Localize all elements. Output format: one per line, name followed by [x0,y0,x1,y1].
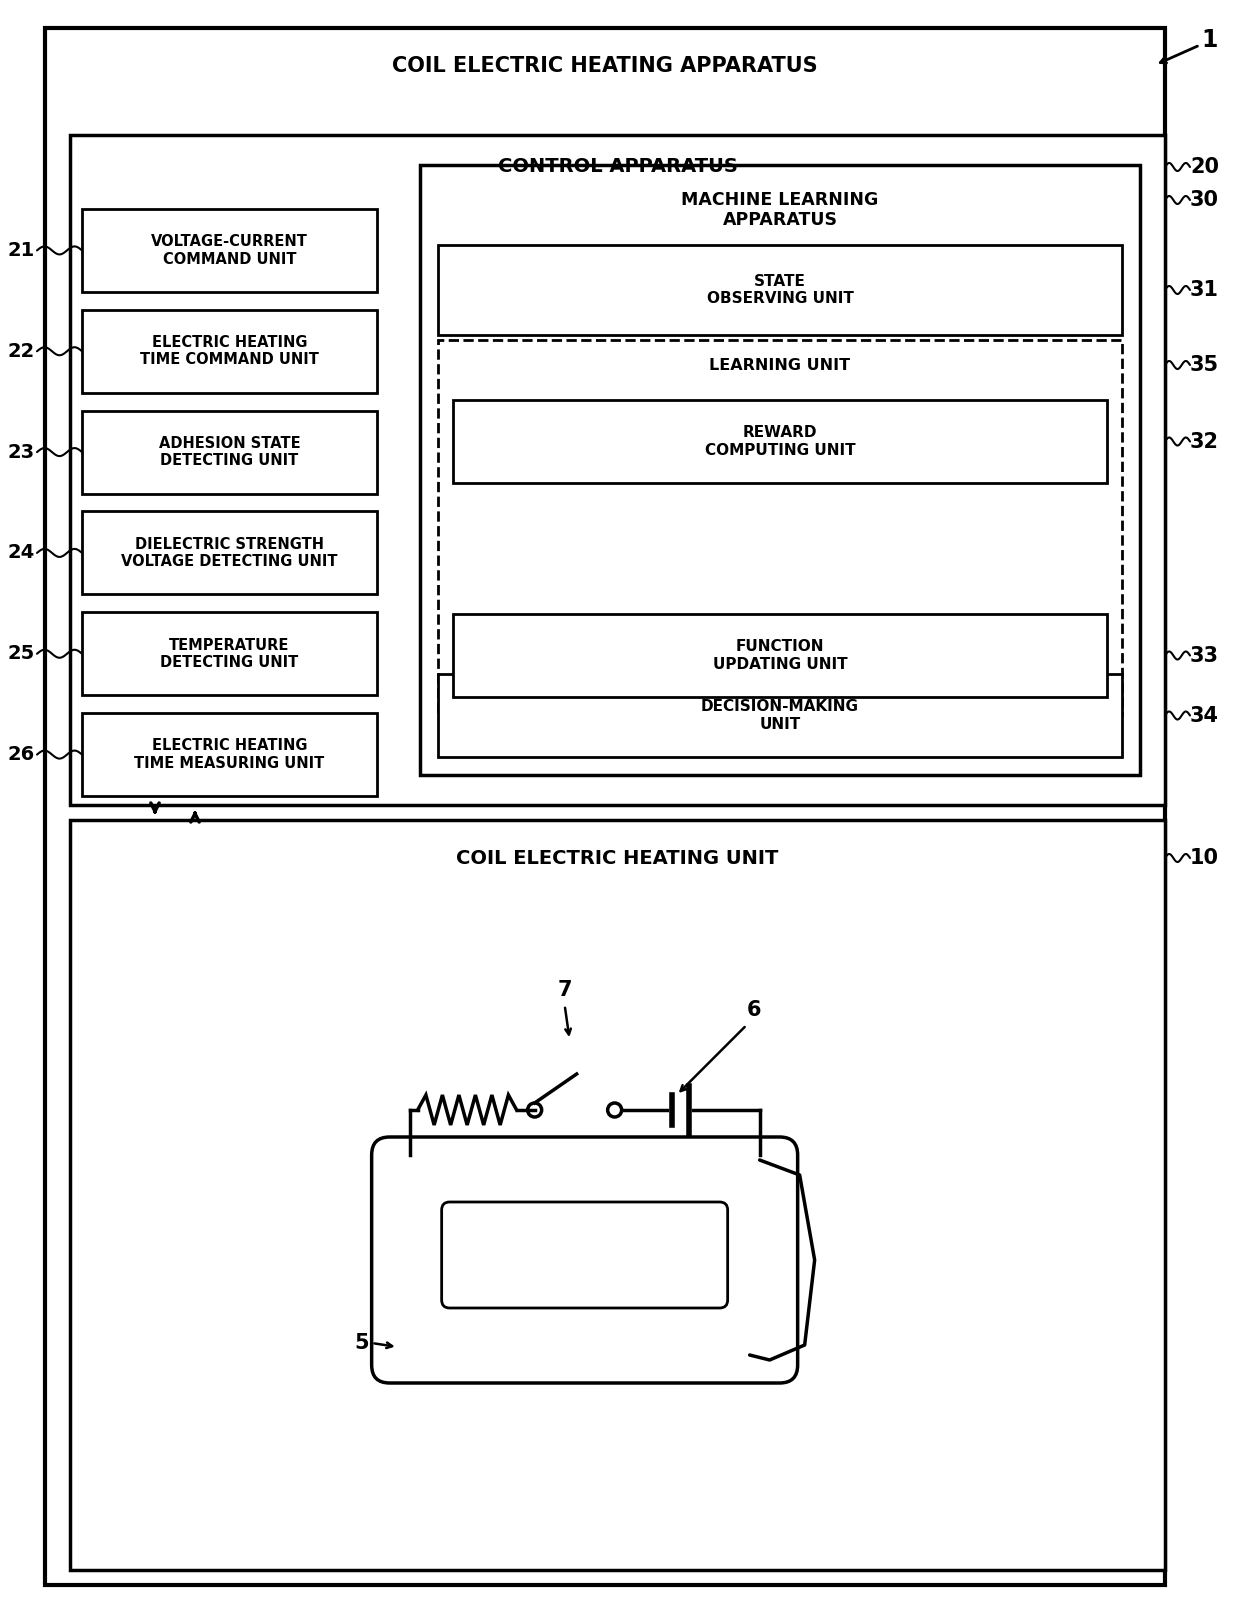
Bar [82,310,377,392]
Text: COIL ELECTRIC HEATING APPARATUS: COIL ELECTRIC HEATING APPARATUS [392,56,818,76]
Text: CONTROL APPARATUS: CONTROL APPARATUS [497,158,738,176]
Text: 6: 6 [746,1000,761,1019]
Bar [438,674,1122,756]
Text: LEARNING UNIT: LEARNING UNIT [709,358,851,373]
Bar [82,411,377,494]
Text: 1: 1 [1202,27,1218,52]
Bar [438,245,1122,336]
Text: 20: 20 [1190,156,1219,177]
Text: 30: 30 [1190,190,1219,210]
Bar [420,165,1140,774]
Text: 33: 33 [1190,645,1219,666]
Text: ELECTRIC HEATING
TIME MEASURING UNIT: ELECTRIC HEATING TIME MEASURING UNIT [134,739,325,771]
Bar [82,511,377,595]
Text: TEMPERATURE
DETECTING UNIT: TEMPERATURE DETECTING UNIT [160,637,299,669]
Bar [453,615,1107,697]
Bar [438,340,1122,715]
FancyBboxPatch shape [372,1137,797,1382]
Text: 31: 31 [1190,281,1219,300]
Text: 22: 22 [7,342,35,361]
Text: 26: 26 [7,745,35,765]
Text: 23: 23 [7,442,35,461]
Text: DIELECTRIC STRENGTH
VOLTAGE DETECTING UNIT: DIELECTRIC STRENGTH VOLTAGE DETECTING UN… [122,537,337,569]
Text: ADHESION STATE
DETECTING UNIT: ADHESION STATE DETECTING UNIT [159,436,300,468]
Bar [69,135,1166,805]
Text: ELECTRIC HEATING
TIME COMMAND UNIT: ELECTRIC HEATING TIME COMMAND UNIT [140,336,319,368]
Text: 34: 34 [1190,705,1219,726]
Bar [453,400,1107,482]
Text: COIL ELECTRIC HEATING UNIT: COIL ELECTRIC HEATING UNIT [456,848,779,868]
Bar [82,613,377,695]
Text: MACHINE LEARNING
APPARATUS: MACHINE LEARNING APPARATUS [681,190,879,229]
Text: FUNCTION
UPDATING UNIT: FUNCTION UPDATING UNIT [713,639,847,671]
Text: DECISION-MAKING
UNIT: DECISION-MAKING UNIT [701,700,859,732]
Text: STATE
OBSERVING UNIT: STATE OBSERVING UNIT [707,274,853,306]
Bar [82,713,377,797]
Bar [69,819,1166,1569]
Text: VOLTAGE-CURRENT
COMMAND UNIT: VOLTAGE-CURRENT COMMAND UNIT [151,234,308,266]
Text: 35: 35 [1190,355,1219,374]
Text: 5: 5 [355,1332,370,1353]
FancyBboxPatch shape [441,1202,728,1308]
Text: 7: 7 [558,981,572,1000]
Text: 21: 21 [7,240,35,260]
Bar [82,210,377,292]
Text: 24: 24 [7,544,35,563]
Text: 25: 25 [7,644,35,663]
Text: REWARD
COMPUTING UNIT: REWARD COMPUTING UNIT [704,426,856,458]
Text: 10: 10 [1190,848,1219,868]
Text: 32: 32 [1190,432,1219,452]
